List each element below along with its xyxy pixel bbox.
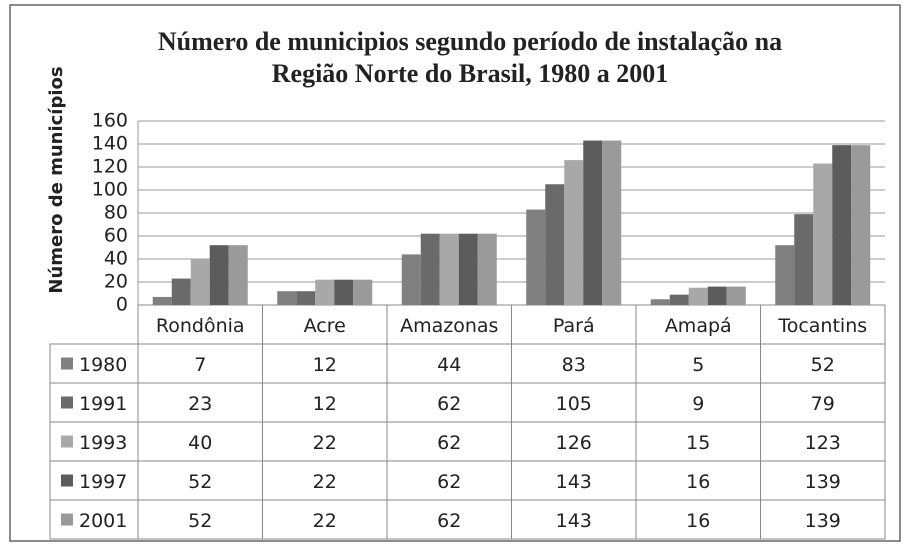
table-cell [760,499,886,540]
table-value: 5 [692,354,704,376]
bar [353,279,373,305]
table-value: 22 [313,510,337,532]
table-value: 143 [556,510,592,532]
y-tick-label: 80 [104,202,128,224]
bar [794,214,814,305]
y-tick-label: 0 [116,294,128,316]
table-value: 15 [686,432,710,454]
x-tick-label: Rondônia [156,315,245,337]
table-value: 143 [556,471,592,493]
bar [209,245,229,305]
table-value: 62 [437,393,461,415]
legend-label: 1993 [79,432,127,454]
legend-label: 1997 [79,471,127,493]
bar [775,245,795,305]
table-value: 62 [437,471,461,493]
bar [650,299,670,305]
table-value: 139 [805,471,841,493]
table-value: 62 [437,432,461,454]
x-tick-label: Tocantins [777,315,867,337]
legend-label: 1980 [79,354,127,376]
x-tick-label: Acre [304,315,346,337]
y-tick-label: 140 [92,133,128,155]
bar [583,140,603,305]
y-tick-label: 120 [92,156,128,178]
table-value: 62 [437,510,461,532]
bar [726,286,746,305]
bar [401,254,421,305]
chart-title: Região Norte do Brasil, 1980 a 2001 [272,59,668,88]
table-value: 12 [313,354,337,376]
x-tick-label: Amazonas [400,315,498,337]
bar [315,279,335,305]
y-tick-label: 40 [104,248,128,270]
frame [9,4,901,542]
bar [526,209,546,305]
table-value: 52 [188,471,212,493]
bar [458,233,478,305]
table-value: 52 [811,354,835,376]
table-value: 7 [194,354,206,376]
bar [688,287,708,305]
bar [152,296,172,305]
bar [296,291,316,305]
legend-label: 2001 [79,510,127,532]
bar [439,233,459,305]
table-value: 12 [313,393,337,415]
bar [832,145,852,305]
legend-swatch [61,513,73,526]
table-value: 23 [188,393,212,415]
chart-title: Número de municipios segundo período de … [158,27,782,56]
table-value: 22 [313,471,337,493]
bar [851,145,871,305]
y-tick-label: 160 [92,110,128,132]
table-value: 40 [188,432,212,454]
y-tick-label: 100 [92,179,128,201]
legend-swatch [61,435,73,448]
y-tick-label: 20 [104,271,128,293]
bar [477,233,497,305]
table-value: 22 [313,432,337,454]
bar [228,245,248,305]
bar [334,279,354,305]
table-value: 126 [556,432,592,454]
table-value: 105 [556,393,592,415]
table-value: 16 [686,510,710,532]
bar [171,278,191,305]
table-value: 79 [811,393,835,415]
legend-swatch [61,396,73,409]
table-value: 123 [805,432,841,454]
bar [564,160,584,305]
legend-label: 1991 [79,393,127,415]
table-value: 139 [805,510,841,532]
bar [545,184,565,305]
bar [707,286,727,305]
bar [669,294,689,305]
legend-swatch [61,474,73,487]
table-value: 83 [562,354,586,376]
table-value: 44 [437,354,461,376]
legend-swatch [61,357,73,370]
table-value: 52 [188,510,212,532]
bar [190,259,210,305]
table-value: 16 [686,471,710,493]
bar [813,163,833,305]
x-tick-label: Amapá [665,315,732,337]
y-axis-label: Número de municípios [46,66,67,293]
bar [602,140,622,305]
bar [420,233,440,305]
table-value: 9 [692,393,704,415]
bar [277,291,297,305]
y-tick-label: 60 [104,225,128,247]
x-tick-label: Pará [553,315,595,337]
